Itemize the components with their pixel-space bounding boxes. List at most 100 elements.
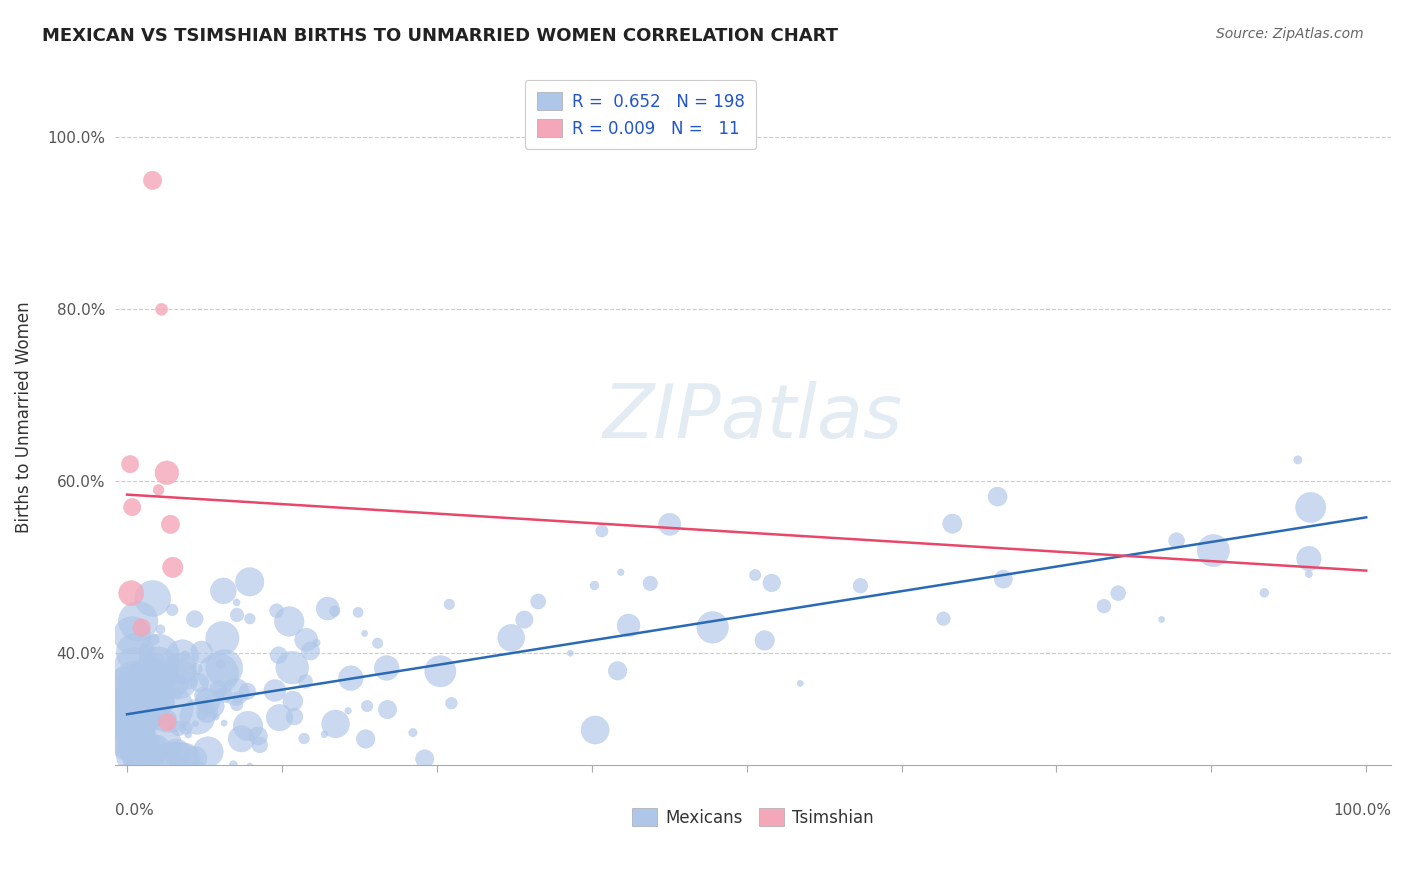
Point	[143, 674, 166, 689]
Point	[148, 661, 170, 675]
Point	[149, 789, 172, 804]
Point	[214, 688, 236, 702]
Point	[221, 764, 243, 779]
Point	[134, 692, 156, 706]
Point	[132, 731, 155, 746]
Point	[138, 696, 160, 710]
Point	[121, 736, 143, 750]
Point	[212, 583, 235, 598]
Point	[242, 788, 264, 802]
Text: ZIPatlas: ZIPatlas	[603, 381, 903, 453]
Point	[340, 671, 363, 685]
Point	[640, 576, 662, 591]
Point	[155, 669, 177, 683]
Point	[932, 612, 955, 626]
Point	[146, 737, 169, 751]
Point	[347, 606, 370, 620]
Point	[142, 173, 165, 187]
Point	[501, 631, 523, 645]
Point	[131, 705, 153, 719]
Point	[658, 517, 681, 532]
Point	[367, 636, 389, 650]
Point	[231, 731, 253, 746]
Point	[170, 804, 193, 818]
Point	[263, 683, 285, 698]
Point	[207, 682, 229, 697]
Point	[152, 700, 174, 714]
Point	[354, 731, 377, 746]
Point	[173, 751, 195, 765]
Point	[159, 710, 181, 724]
Point	[176, 673, 198, 688]
Point	[149, 623, 172, 637]
Point	[209, 657, 232, 671]
Point	[141, 665, 163, 680]
Point	[987, 490, 1010, 504]
Point	[150, 302, 173, 317]
Point	[145, 703, 167, 717]
Point	[169, 753, 191, 767]
Point	[162, 560, 184, 574]
Point	[125, 725, 148, 739]
Point	[157, 668, 180, 682]
Point	[377, 702, 399, 716]
Point	[281, 694, 304, 708]
Point	[166, 672, 188, 686]
Point	[129, 695, 152, 709]
Point	[225, 595, 247, 609]
Point	[211, 631, 233, 645]
Point	[513, 613, 536, 627]
Point	[197, 745, 219, 759]
Point	[754, 633, 776, 648]
Point	[239, 574, 262, 589]
Point	[148, 647, 170, 661]
Point	[157, 714, 180, 729]
Point	[191, 708, 214, 723]
Point	[439, 598, 461, 612]
Point	[186, 710, 208, 724]
Point	[120, 711, 142, 725]
Point	[266, 604, 288, 618]
Point	[138, 687, 160, 701]
Point	[617, 618, 640, 632]
Point	[226, 690, 249, 705]
Point	[121, 735, 143, 749]
Point	[125, 663, 148, 677]
Point	[124, 702, 146, 716]
Point	[188, 675, 211, 690]
Point	[278, 615, 301, 629]
Point	[527, 594, 550, 608]
Point	[941, 516, 963, 531]
Point	[1253, 586, 1275, 600]
Point	[129, 753, 152, 767]
Point	[744, 568, 766, 582]
Point	[191, 688, 214, 702]
Point	[761, 576, 783, 591]
Point	[128, 787, 150, 801]
Point	[177, 728, 200, 742]
Point	[606, 664, 628, 678]
Point	[135, 642, 157, 657]
Point	[143, 632, 166, 647]
Legend: Mexicans, Tsimshian: Mexicans, Tsimshian	[626, 802, 880, 833]
Point	[184, 612, 207, 626]
Point	[1107, 586, 1129, 600]
Point	[159, 517, 181, 532]
Point	[141, 676, 163, 690]
Point	[353, 626, 375, 640]
Point	[1150, 612, 1173, 626]
Point	[225, 698, 247, 712]
Point	[121, 628, 143, 642]
Point	[136, 686, 159, 700]
Point	[128, 748, 150, 763]
Point	[236, 719, 259, 733]
Point	[993, 572, 1015, 586]
Point	[120, 457, 142, 471]
Text: Source: ZipAtlas.com: Source: ZipAtlas.com	[1216, 27, 1364, 41]
Point	[207, 666, 229, 681]
Point	[131, 779, 153, 793]
Point	[156, 715, 179, 730]
Point	[1299, 500, 1322, 515]
Point	[292, 731, 315, 746]
Point	[170, 756, 193, 771]
